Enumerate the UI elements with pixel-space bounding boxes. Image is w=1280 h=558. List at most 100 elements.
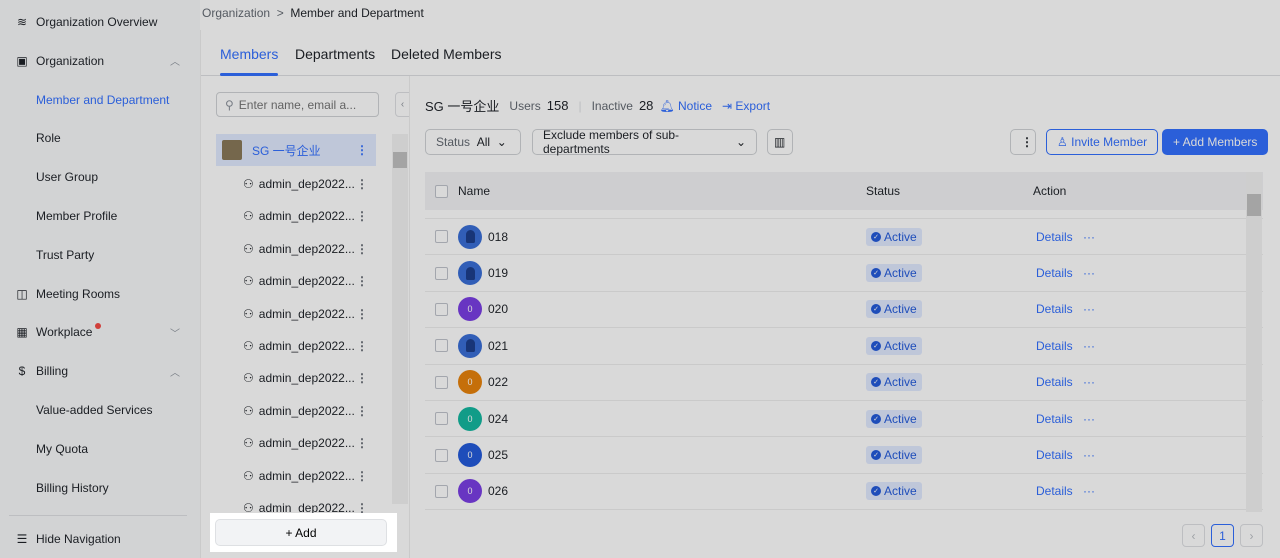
row-more-button[interactable]: ··· (1083, 229, 1095, 244)
details-link[interactable]: Details (1036, 338, 1073, 353)
add-department-button[interactable]: + Add (215, 519, 387, 546)
tree-scrollbar[interactable] (392, 134, 408, 504)
invite-member-button[interactable]: ♙ Invite Member (1046, 129, 1159, 155)
row-checkbox[interactable] (435, 339, 448, 353)
more-actions-button[interactable]: ⋮ (1010, 129, 1036, 155)
sidebar-item-role[interactable]: Role (0, 119, 200, 157)
invite-member-label: Invite Member (1071, 135, 1148, 149)
details-link[interactable]: Details (1036, 448, 1073, 463)
page-1-button[interactable]: 1 (1211, 524, 1234, 547)
details-link[interactable]: Details (1036, 302, 1073, 317)
sidebar-item-meeting-rooms[interactable]: ◫ Meeting Rooms (0, 275, 200, 313)
table-row: 0 026 ✓ Active Details ··· (425, 474, 1263, 511)
collapse-tree-button[interactable]: ‹ (395, 92, 409, 117)
more-vertical-icon[interactable]: ⋮ (356, 306, 368, 321)
tree-node[interactable]: ⚇ admin_dep2022...⋮ (216, 427, 376, 459)
more-vertical-icon[interactable]: ⋮ (356, 468, 368, 483)
check-circle-icon: ✓ (871, 231, 881, 242)
department-icon: ⚇ (243, 371, 254, 386)
tree-node[interactable]: ⚇ admin_dep2022...⋮ (216, 200, 376, 232)
row-more-button[interactable]: ··· (1083, 484, 1095, 499)
sidebar-item-label: Billing History (36, 480, 109, 495)
tree-node[interactable]: ⚇ admin_dep2022...⋮ (216, 265, 376, 297)
person-add-icon: ♙ (1057, 135, 1068, 149)
tree-search-input[interactable] (238, 97, 369, 112)
more-vertical-icon[interactable]: ⋮ (356, 339, 368, 353)
sidebar-item-member-and-department[interactable]: Member and Department (0, 81, 200, 119)
details-link[interactable]: Details (1036, 411, 1073, 426)
more-vertical-icon[interactable]: ⋮ (356, 209, 368, 224)
status-filter[interactable]: Status All ⌄ (425, 129, 521, 155)
tab-members[interactable]: Members (220, 46, 279, 76)
add-members-button[interactable]: + Add Members (1162, 129, 1269, 155)
sidebar-item-billing[interactable]: $ Billing ︿ (0, 352, 200, 390)
tree-node[interactable]: ⚇ admin_dep2022...⋮ (216, 330, 376, 362)
avatar: 0 (458, 479, 482, 504)
table-scrollbar[interactable] (1246, 172, 1262, 512)
sidebar-item-workplace[interactable]: ▦ Workplace ﹀ (0, 313, 200, 351)
notice-label: Notice (677, 98, 712, 113)
row-checkbox[interactable] (435, 484, 448, 498)
notice-link[interactable]: 🔔︎ Notice (659, 99, 712, 113)
breadcrumb-parent[interactable]: Organization (202, 6, 271, 20)
sidebar-item-trust-party[interactable]: Trust Party (0, 236, 200, 274)
sidebar-item-organization[interactable]: ▣ Organization ︿ (0, 42, 200, 80)
next-page-button[interactable]: › (1240, 524, 1263, 547)
sidebar-item-user-group[interactable]: User Group (0, 158, 200, 196)
contact-book-icon: ▣ (16, 53, 28, 68)
status-badge: ✓ Active (866, 482, 922, 501)
select-all-checkbox[interactable] (435, 184, 448, 198)
tab-deleted-members[interactable]: Deleted Members (391, 46, 502, 62)
tree-node[interactable]: ⚇ admin_dep2022...⋮ (216, 460, 376, 492)
more-vertical-icon[interactable]: ⋮ (356, 436, 368, 451)
scope-filter[interactable]: Exclude members of sub-departments ⌄ (532, 128, 757, 156)
details-link[interactable]: Details (1036, 484, 1073, 499)
row-checkbox[interactable] (435, 302, 448, 316)
tree-node[interactable]: ⚇ admin_dep2022...⋮ (216, 362, 376, 394)
more-vertical-icon[interactable]: ⋮ (356, 177, 368, 191)
more-vertical-icon[interactable]: ⋮ (356, 241, 368, 256)
tree-node[interactable]: ⚇ admin_dep2022...⋮ (216, 492, 376, 524)
sidebar-item-organization-overview[interactable]: ≋ Organization Overview (0, 3, 200, 41)
export-link[interactable]: ⇥ Export (722, 99, 770, 113)
chevron-up-icon: ︿ (170, 367, 180, 379)
tab-departments[interactable]: Departments (295, 46, 376, 62)
sidebar-item-member-profile[interactable]: Member Profile (0, 197, 200, 235)
tree-node[interactable]: ⚇ admin_dep2022...⋮ (216, 168, 376, 200)
row-more-button[interactable]: ··· (1083, 266, 1095, 281)
sidebar-item-billing-history[interactable]: Billing History (0, 469, 200, 507)
details-link[interactable]: Details (1036, 266, 1073, 281)
row-more-button[interactable]: ··· (1083, 375, 1095, 390)
sidebar-item-my-quota[interactable]: My Quota (0, 430, 200, 468)
breadcrumb-current: Member and Department (290, 6, 424, 20)
row-more-button[interactable]: ··· (1083, 411, 1095, 426)
details-link[interactable]: Details (1036, 229, 1073, 244)
tree-node[interactable]: ⚇ admin_dep2022...⋮ (216, 233, 376, 265)
member-name: 021 (488, 338, 509, 353)
more-vertical-icon[interactable]: ⋮ (356, 403, 368, 418)
details-link[interactable]: Details (1036, 375, 1073, 390)
sidebar-item-value-added-services[interactable]: Value-added Services (0, 391, 200, 429)
row-checkbox[interactable] (435, 412, 448, 426)
row-checkbox[interactable] (435, 266, 448, 280)
more-vertical-icon[interactable]: ⋮ (356, 501, 368, 515)
more-vertical-icon[interactable]: ⋮ (356, 274, 368, 289)
tree-search[interactable]: ⚲ (216, 92, 379, 117)
member-name: 025 (488, 448, 509, 463)
more-vertical-icon[interactable]: ⋮ (356, 371, 368, 386)
row-more-button[interactable]: ··· (1083, 338, 1095, 353)
prev-page-button[interactable]: ‹ (1182, 524, 1205, 547)
check-circle-icon: ✓ (871, 486, 881, 497)
row-more-button[interactable]: ··· (1083, 448, 1095, 463)
tree-root[interactable]: SG 一号企业 ⋮ (216, 134, 376, 166)
row-checkbox[interactable] (435, 448, 448, 462)
column-settings-button[interactable]: ▥ (767, 129, 793, 155)
tree-node[interactable]: ⚇ admin_dep2022...⋮ (216, 395, 376, 427)
row-checkbox[interactable] (435, 375, 448, 389)
row-checkbox[interactable] (435, 230, 448, 244)
tree-node[interactable]: ⚇ admin_dep2022...⋮ (216, 298, 376, 330)
more-vertical-icon[interactable]: ⋮ (356, 143, 368, 157)
grid-icon: ▦ (16, 325, 28, 340)
hide-navigation[interactable]: ☰ Hide Navigation (0, 520, 200, 558)
row-more-button[interactable]: ··· (1083, 302, 1095, 317)
